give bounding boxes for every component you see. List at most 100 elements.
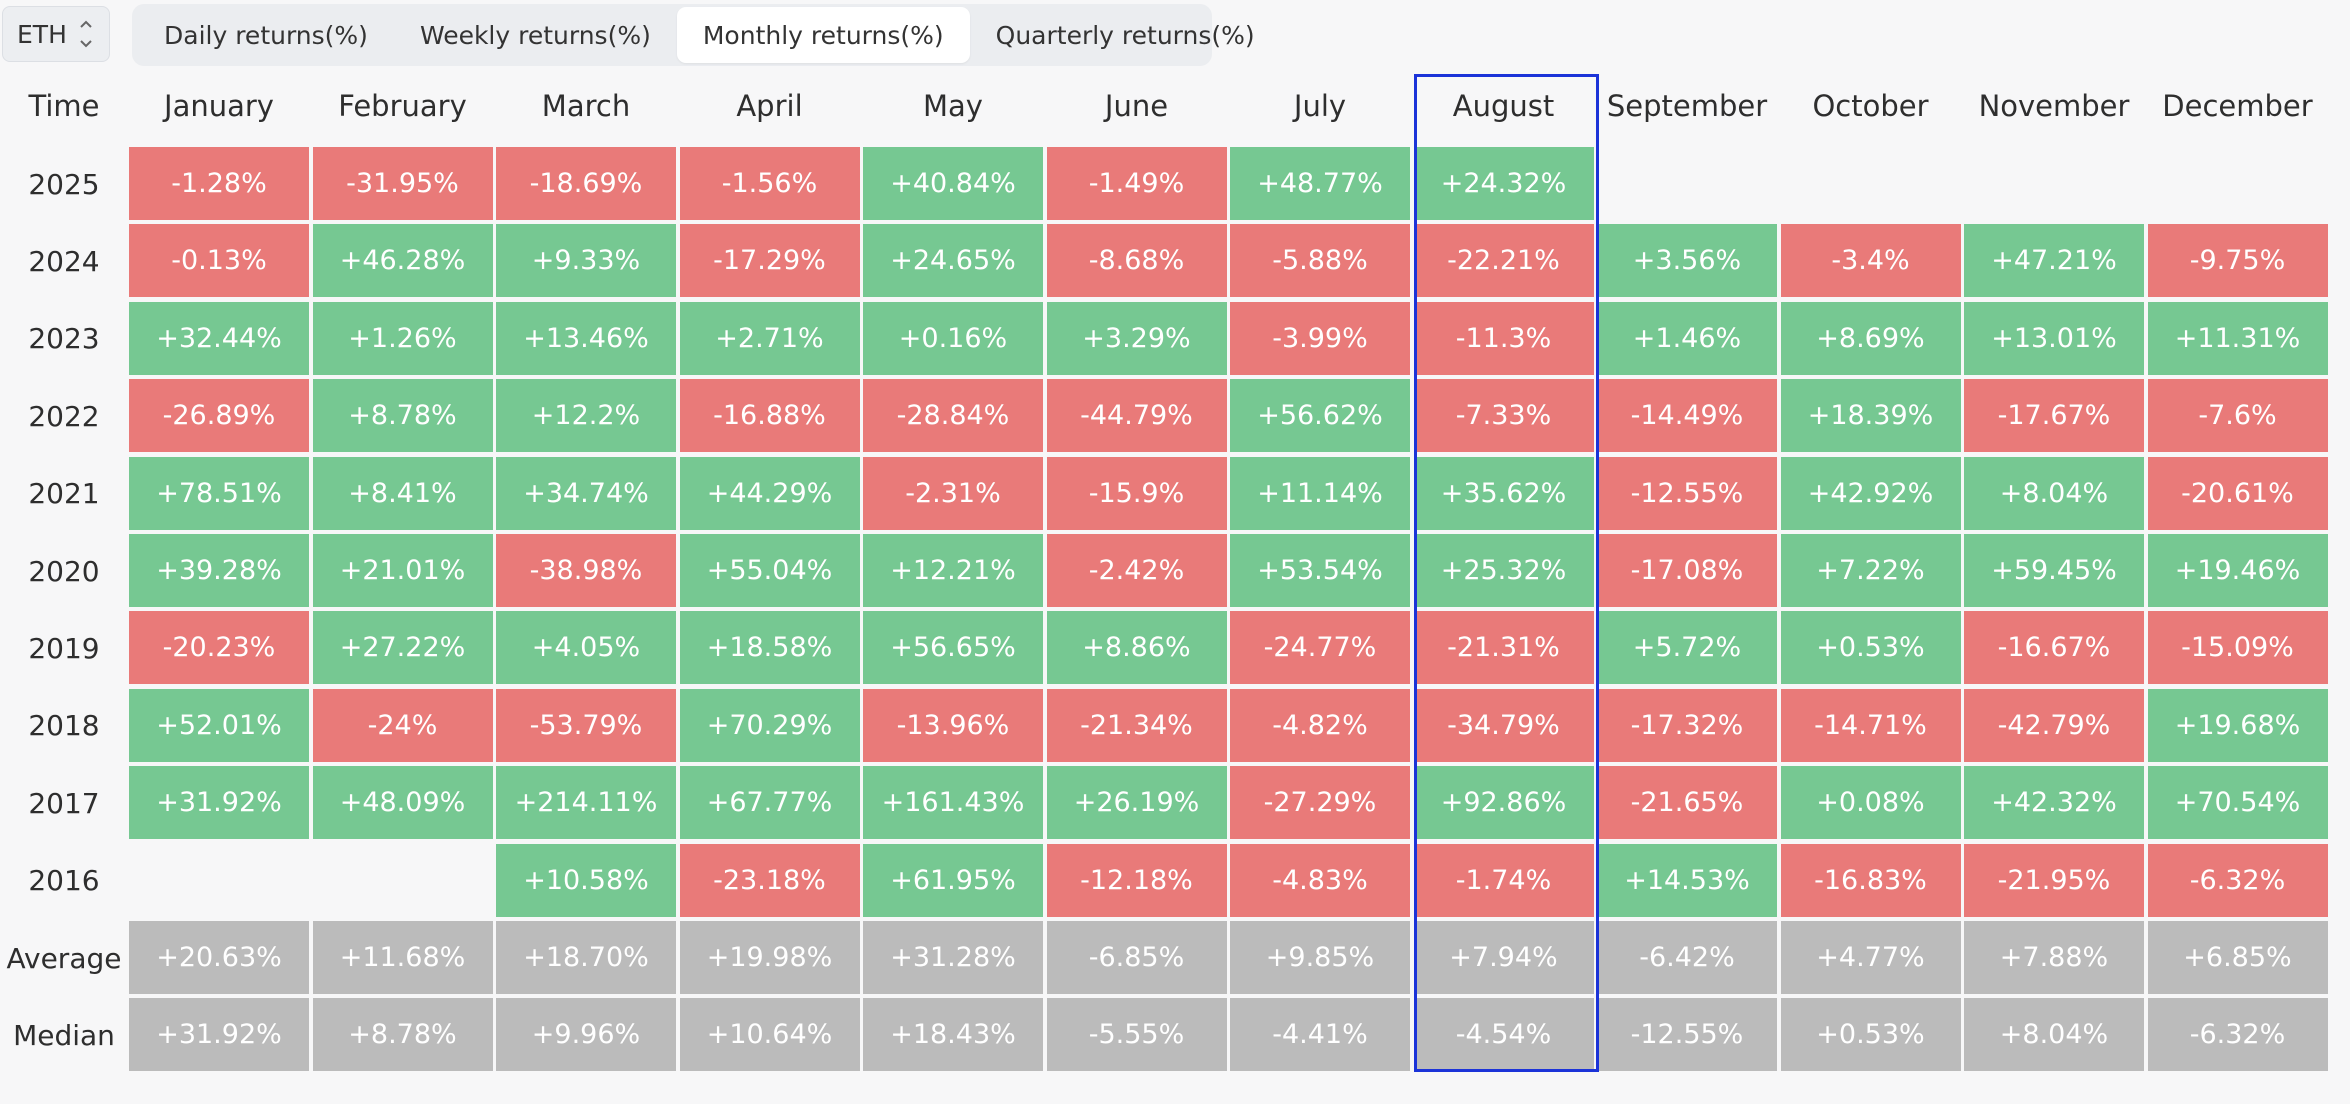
return-cell: -4.83% — [1230, 843, 1410, 917]
return-cell: +56.65% — [863, 611, 1043, 685]
return-cell: -23.18% — [679, 843, 860, 917]
return-cell: -15.9% — [1046, 456, 1227, 530]
return-cell: +8.04% — [1964, 998, 2144, 1072]
tab-quarterly-returns[interactable]: Quarterly returns(%) — [995, 20, 1255, 50]
return-cell: -22.21% — [1413, 224, 1594, 298]
month-header-may: May — [923, 89, 983, 123]
return-cell: +8.41% — [312, 456, 493, 530]
return-cell: -27.29% — [1230, 766, 1410, 840]
year-label: 2023 — [28, 322, 100, 356]
return-cell — [1597, 147, 1777, 220]
return-cell: +0.53% — [1780, 998, 1961, 1072]
return-cell: +31.92% — [129, 766, 309, 840]
return-cell: -2.42% — [1046, 534, 1227, 607]
return-cell: +56.62% — [1230, 379, 1410, 453]
return-cell: +6.85% — [2147, 921, 2328, 994]
year-label: 2019 — [28, 631, 100, 665]
tab-weekly-returns[interactable]: Weekly returns(%) — [419, 20, 651, 50]
return-cell: -26.89% — [129, 379, 309, 453]
return-cell: +67.77% — [679, 766, 860, 840]
month-header-november: November — [1978, 89, 2130, 123]
return-cell: +214.11% — [496, 766, 676, 840]
return-cell: +1.26% — [312, 301, 493, 375]
return-cell: +10.58% — [496, 843, 676, 917]
return-cell: +39.28% — [129, 534, 309, 607]
month-header-april: April — [736, 89, 803, 123]
return-cell: -17.08% — [1597, 534, 1777, 607]
return-cell: -13.96% — [863, 688, 1043, 762]
return-cell: +4.05% — [496, 611, 676, 685]
return-cell: +8.78% — [312, 379, 493, 453]
return-cell: +18.39% — [1780, 379, 1961, 453]
return-cell: +70.29% — [679, 688, 860, 762]
asset-select-value: ETH — [17, 19, 67, 49]
return-cell: -17.29% — [679, 224, 860, 298]
return-cell: +18.58% — [679, 611, 860, 685]
return-cell: -21.95% — [1964, 843, 2144, 917]
tab-daily-returns[interactable]: Daily returns(%) — [164, 20, 368, 50]
return-cell: -14.49% — [1597, 379, 1777, 453]
month-header-january: January — [164, 89, 274, 123]
return-cell: -44.79% — [1046, 379, 1227, 453]
return-cell — [313, 844, 493, 917]
month-header-july: July — [1293, 89, 1347, 123]
year-label: 2018 — [28, 709, 100, 743]
return-cell: -28.84% — [863, 379, 1043, 453]
month-header-september: September — [1606, 89, 1768, 123]
return-cell: +8.69% — [1780, 301, 1961, 375]
return-cell: +11.14% — [1230, 456, 1410, 530]
return-cell: +0.08% — [1780, 766, 1961, 840]
return-cell: +1.46% — [1597, 301, 1777, 375]
return-cell — [1964, 147, 2144, 220]
return-cell: +0.16% — [863, 301, 1043, 375]
return-cell: -20.23% — [129, 611, 309, 685]
return-cell: +26.19% — [1046, 766, 1227, 840]
return-cell: +92.86% — [1413, 766, 1594, 840]
year-label: 2022 — [28, 399, 100, 433]
time-header: Time — [28, 89, 100, 123]
return-cell: +48.09% — [312, 766, 493, 840]
return-cell: +3.29% — [1046, 301, 1227, 375]
return-cell: -34.79% — [1413, 688, 1594, 762]
return-cell: -31.95% — [312, 147, 493, 220]
return-cell: +5.72% — [1597, 611, 1777, 685]
stat-label: Average — [6, 941, 122, 975]
year-label: 2025 — [28, 167, 100, 201]
return-cell: +47.21% — [1964, 224, 2144, 298]
return-cell: -4.82% — [1230, 688, 1410, 762]
return-cell: +78.51% — [129, 456, 309, 530]
return-cell: -21.34% — [1046, 688, 1227, 762]
return-cell: +27.22% — [312, 611, 493, 685]
return-cell: +12.21% — [863, 534, 1043, 607]
month-header-december: December — [2162, 89, 2313, 123]
return-cell: -17.32% — [1597, 688, 1777, 762]
return-cell: +13.01% — [1964, 301, 2144, 375]
return-cell: -1.28% — [129, 147, 309, 220]
return-cell: +10.64% — [679, 998, 860, 1072]
return-cell: +31.28% — [863, 921, 1043, 994]
return-cell: +25.32% — [1413, 534, 1594, 607]
return-cell: +12.2% — [496, 379, 676, 453]
month-header-october: October — [1812, 89, 1929, 123]
return-cell: +19.46% — [2147, 534, 2328, 607]
month-header-march: March — [541, 89, 631, 123]
return-cell: -12.55% — [1597, 998, 1777, 1072]
return-cell: -18.69% — [496, 147, 676, 220]
tab-monthly-returns[interactable]: Monthly returns(%) — [676, 7, 970, 63]
return-cell: -6.42% — [1597, 921, 1777, 994]
stat-label: Median — [13, 1018, 115, 1052]
return-cell: +35.62% — [1413, 456, 1594, 530]
return-cell: -1.49% — [1046, 147, 1227, 220]
asset-select[interactable]: ETH — [2, 6, 110, 62]
return-cell: +32.44% — [129, 301, 309, 375]
return-cell: +11.31% — [2147, 301, 2328, 375]
return-cell — [1781, 147, 1961, 220]
return-cell: -8.68% — [1046, 224, 1227, 298]
return-cell: +24.65% — [863, 224, 1043, 298]
return-cell: +11.68% — [312, 921, 493, 994]
return-cell: +7.88% — [1964, 921, 2144, 994]
return-cell: +24.32% — [1413, 147, 1594, 220]
return-cell: +53.54% — [1230, 534, 1410, 607]
return-cell: -15.09% — [2147, 611, 2328, 685]
return-cell: -14.71% — [1780, 688, 1961, 762]
